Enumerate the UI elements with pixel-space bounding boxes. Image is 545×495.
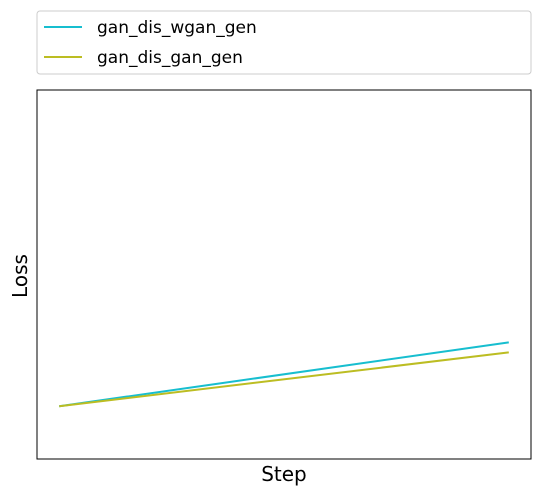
plot-area (36, 89, 532, 460)
legend: gan_dis_wgan_gen gan_dis_gan_gen (36, 10, 532, 75)
series-line-gan-dis-wgan-gen (59, 341, 509, 408)
legend-label-series-0: gan_dis_wgan_gen (97, 18, 257, 38)
series-layer (59, 341, 509, 408)
legend-label-series-1: gan_dis_gan_gen (97, 48, 243, 68)
series-line-gan-dis-gan-gen (59, 351, 509, 408)
legend-frame (36, 10, 532, 75)
y-axis-label: Loss (8, 254, 32, 298)
x-axis-label: Step (261, 462, 307, 486)
